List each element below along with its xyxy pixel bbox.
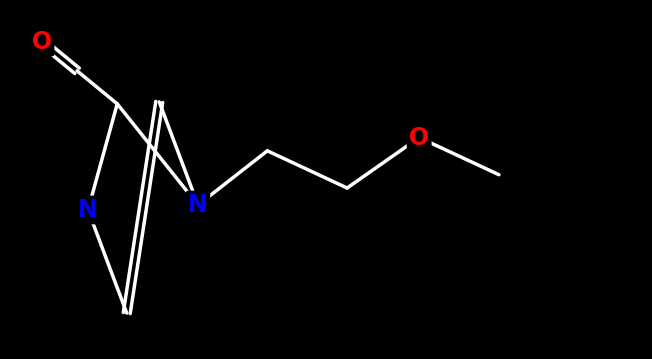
Text: O: O bbox=[409, 126, 429, 150]
Text: O: O bbox=[32, 30, 52, 54]
Text: N: N bbox=[78, 198, 98, 222]
Text: N: N bbox=[188, 193, 208, 217]
